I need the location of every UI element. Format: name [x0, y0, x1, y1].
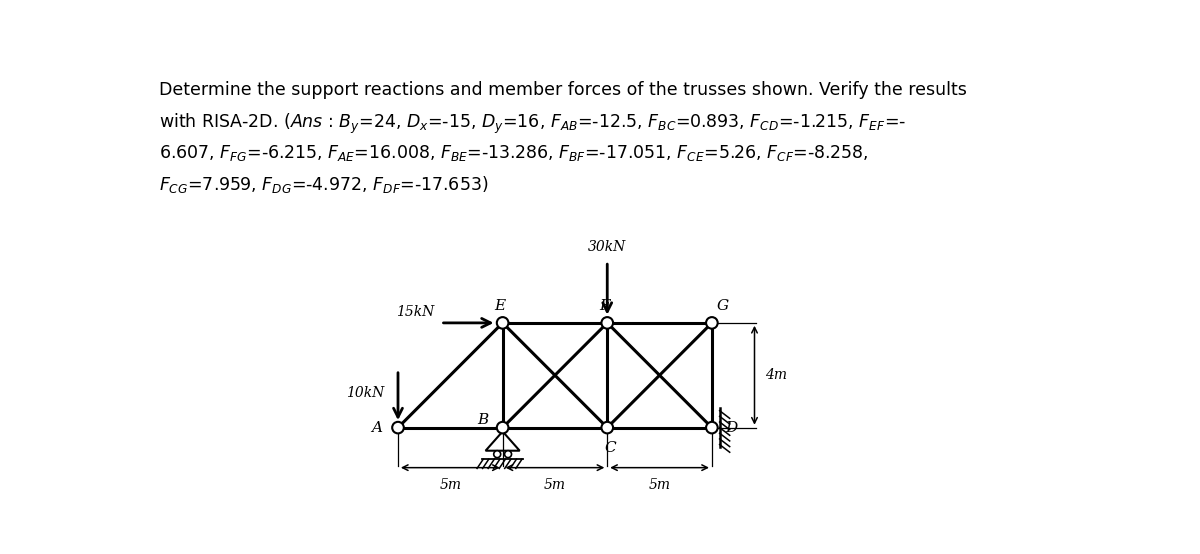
- Circle shape: [601, 317, 613, 329]
- Circle shape: [497, 422, 509, 433]
- Text: F: F: [599, 299, 610, 313]
- Text: B: B: [478, 413, 488, 427]
- Text: D: D: [725, 420, 737, 434]
- Circle shape: [493, 451, 500, 458]
- Text: 6.607, $\it{F_{FG}}$=-6.215, $\it{F_{AE}}$=16.008, $\it{F_{BE}}$=-13.286, $\it{F: 6.607, $\it{F_{FG}}$=-6.215, $\it{F_{AE}…: [160, 143, 869, 163]
- Text: 30kN: 30kN: [588, 239, 626, 254]
- Text: G: G: [716, 299, 728, 313]
- Text: 4m: 4m: [766, 368, 787, 382]
- Text: A: A: [371, 420, 382, 434]
- Text: 5m: 5m: [648, 479, 671, 493]
- Text: 10kN: 10kN: [346, 386, 384, 400]
- Circle shape: [706, 317, 718, 329]
- Circle shape: [392, 422, 404, 433]
- Text: E: E: [494, 299, 505, 313]
- Text: 15kN: 15kN: [396, 305, 434, 319]
- Text: $\it{F_{CG}}$=7.959, $\it{F_{DG}}$=-4.972, $\it{F_{DF}}$=-17.653): $\it{F_{CG}}$=7.959, $\it{F_{DG}}$=-4.97…: [160, 173, 488, 194]
- Circle shape: [601, 422, 613, 433]
- Circle shape: [497, 317, 509, 329]
- Text: Determine the support reactions and member forces of the trusses shown. Verify t: Determine the support reactions and memb…: [160, 81, 967, 99]
- Text: 5m: 5m: [544, 479, 566, 493]
- Text: 5m: 5m: [439, 479, 461, 493]
- Text: with RISA-2D. ($\it{Ans}$ : $\it{B_y}$=24, $\it{D_x}$=-15, $\it{D_y}$=16, $\it{F: with RISA-2D. ($\it{Ans}$ : $\it{B_y}$=2…: [160, 112, 906, 136]
- Circle shape: [504, 451, 511, 458]
- Circle shape: [706, 422, 718, 433]
- Text: C: C: [605, 442, 616, 455]
